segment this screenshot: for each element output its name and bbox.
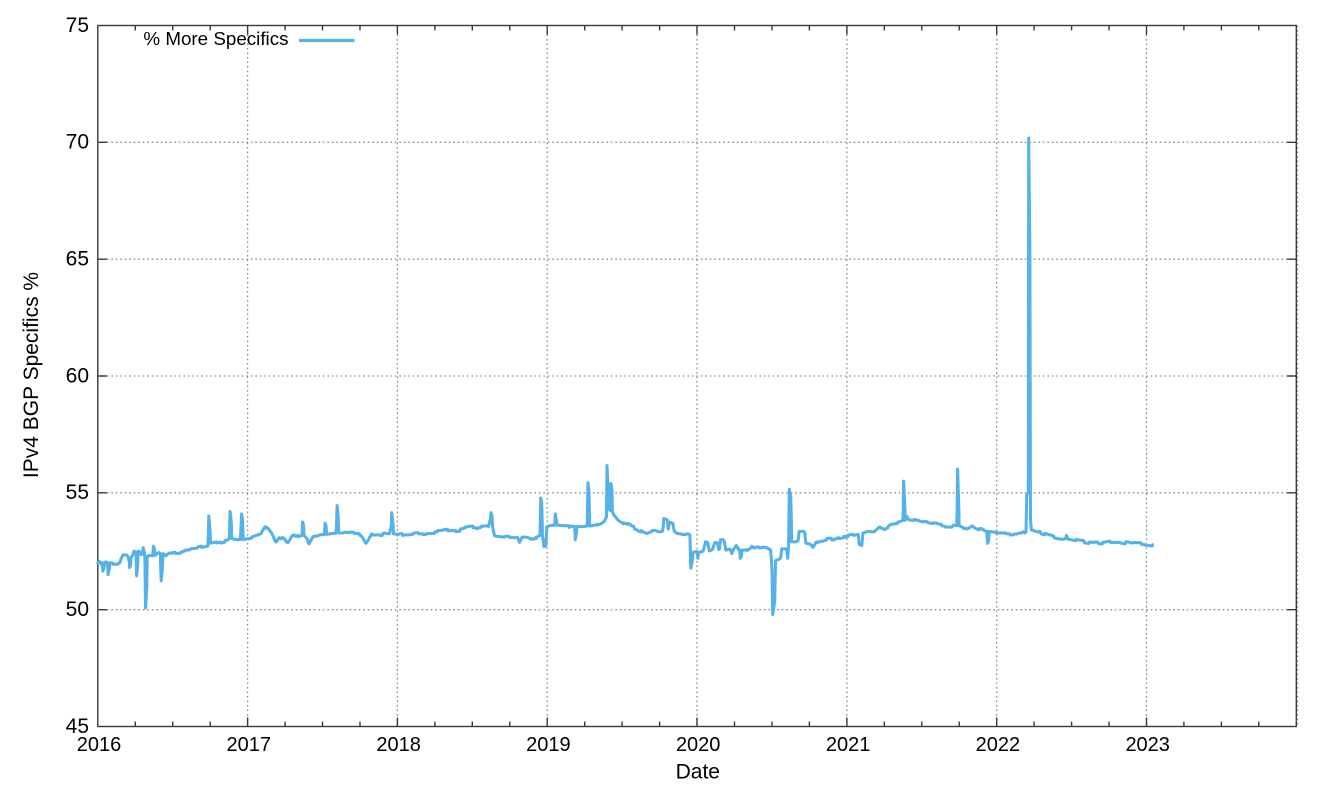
svg-text:70: 70 <box>66 131 89 154</box>
svg-text:75: 75 <box>66 14 89 37</box>
svg-text:2018: 2018 <box>376 734 421 756</box>
svg-text:2023: 2023 <box>1125 734 1170 756</box>
svg-text:Date: Date <box>676 761 720 784</box>
svg-text:2021: 2021 <box>826 734 871 756</box>
svg-text:2016: 2016 <box>77 734 122 756</box>
svg-text:2022: 2022 <box>976 734 1021 756</box>
svg-text:IPv4 BGP Specifics %: IPv4 BGP Specifics % <box>20 272 43 478</box>
svg-text:2020: 2020 <box>676 734 721 756</box>
svg-text:65: 65 <box>66 248 89 271</box>
svg-text:55: 55 <box>66 481 89 504</box>
svg-text:2017: 2017 <box>227 734 272 756</box>
svg-text:% More Specifics: % More Specifics <box>143 28 288 49</box>
svg-text:45: 45 <box>66 715 89 738</box>
svg-text:2019: 2019 <box>526 734 571 756</box>
svg-text:50: 50 <box>66 598 89 621</box>
svg-text:60: 60 <box>66 364 89 387</box>
